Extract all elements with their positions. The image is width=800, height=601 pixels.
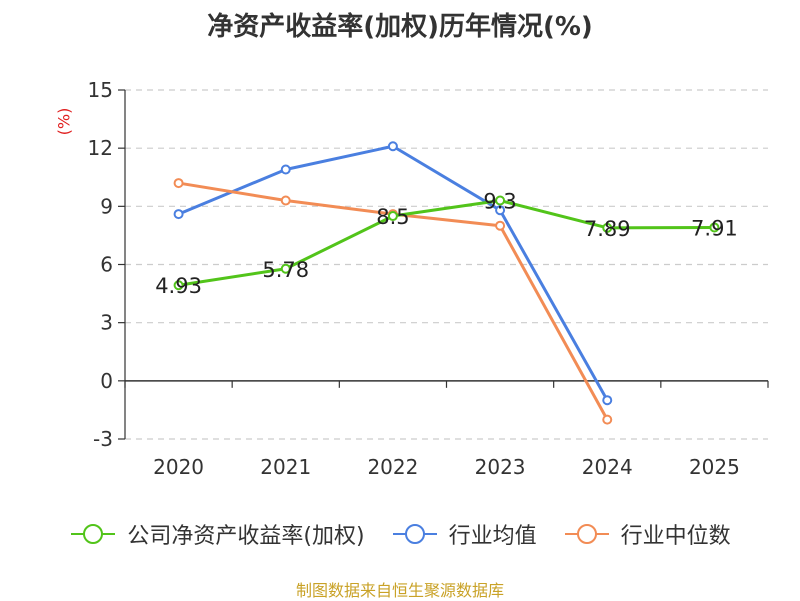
data-point <box>709 222 720 233</box>
series-line <box>178 199 715 287</box>
x-tick-label: 2020 <box>153 455 204 479</box>
x-tick-label: 2024 <box>582 455 633 479</box>
data-point <box>280 164 291 175</box>
data-point <box>173 280 184 291</box>
data-point <box>173 178 184 189</box>
x-tick-label: 2023 <box>475 455 526 479</box>
y-tick-label: 15 <box>88 78 113 102</box>
legend-item-company-roe[interactable]: 公司净资产收益率(加权) <box>69 518 365 550</box>
y-tick-label: 12 <box>88 136 113 160</box>
data-source-note: 制图数据来自恒生聚源数据库 <box>295 581 504 600</box>
data-label: 7.91 <box>691 216 738 240</box>
y-tick-label: 9 <box>100 194 113 218</box>
data-point <box>387 211 398 222</box>
data-point <box>602 222 613 233</box>
data-point <box>495 220 506 231</box>
legend-label-company-roe: 公司净资产收益率(加权) <box>127 524 365 549</box>
data-label: 7.89 <box>584 217 631 241</box>
data-point <box>495 205 506 216</box>
x-tick-label: 2022 <box>367 455 418 479</box>
y-tick-label: 6 <box>100 253 113 277</box>
data-point <box>495 195 506 206</box>
data-label: 8.5 <box>376 205 409 229</box>
data-label: 5.78 <box>262 258 309 282</box>
y-tick-label: 0 <box>100 369 113 393</box>
legend: 公司净资产收益率(加权) 行业均值 行业中位数 <box>0 518 800 550</box>
y-tick-label: -3 <box>93 427 113 451</box>
series-line <box>178 144 609 401</box>
legend-label-industry-mean: 行业均值 <box>448 524 537 549</box>
legend-label-industry-median: 行业中位数 <box>620 524 731 549</box>
data-point <box>280 263 291 274</box>
data-label: 9.3 <box>483 190 516 214</box>
legend-marker-company-roe <box>71 524 116 544</box>
data-point <box>602 414 613 425</box>
x-tick-label: 2021 <box>260 455 311 479</box>
legend-marker-industry-mean <box>392 524 437 544</box>
y-tick-label: 3 <box>100 311 113 335</box>
legend-item-industry-median[interactable]: 行业中位数 <box>563 518 731 550</box>
x-tick-label: 2025 <box>689 455 740 479</box>
data-point <box>602 395 613 406</box>
chart-title: 净资产收益率(加权)历年情况(%) <box>207 12 593 42</box>
legend-item-industry-mean[interactable]: 行业均值 <box>391 518 537 550</box>
data-label: 4.93 <box>155 274 202 298</box>
data-point <box>280 195 291 206</box>
legend-marker-industry-median <box>564 524 609 544</box>
data-point <box>387 141 398 152</box>
data-point <box>173 209 184 220</box>
